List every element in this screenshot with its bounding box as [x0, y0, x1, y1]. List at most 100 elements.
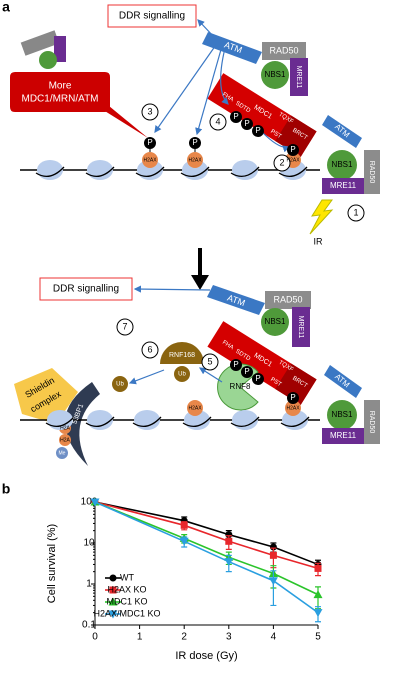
arrows [128, 285, 223, 385]
diagram-label: P [255, 374, 260, 383]
nucleosome [232, 410, 258, 430]
mre11 [290, 58, 308, 96]
step-circle [273, 154, 291, 172]
nucleosome [134, 410, 160, 430]
legend-marker [108, 610, 118, 619]
diagram-label: Me [59, 450, 66, 456]
nbs1 [327, 400, 357, 430]
point [313, 590, 323, 599]
ir-bolt [309, 199, 334, 235]
x-axis-label: IR dose (Gy) [175, 650, 237, 662]
nbs1 [327, 150, 357, 180]
step-circle [141, 103, 159, 121]
dna-wrap [85, 416, 115, 428]
dna-wrap [132, 416, 162, 428]
legend-label: MDC1 KO [106, 596, 147, 606]
series-line [94, 501, 319, 570]
diagram-label: MRE11 [295, 66, 302, 89]
error-bar [270, 570, 277, 607]
diagram-label: 7 [122, 321, 127, 331]
y-tick-label: 10 [83, 538, 95, 549]
diagram-label: FHA [221, 340, 234, 351]
diagram-label: P [244, 119, 249, 128]
legend-label: H2AX/MDC1 KO [93, 608, 160, 618]
legend-marker [109, 586, 117, 594]
h2ax [142, 152, 158, 168]
point [268, 577, 278, 586]
nucleosome [137, 160, 163, 180]
diagram-label: RAD50 [273, 294, 302, 304]
point [269, 543, 277, 551]
diagram-label: H2AX [188, 405, 202, 411]
panel-label: b [2, 481, 11, 497]
phospho [287, 144, 299, 156]
phospho [287, 392, 299, 404]
y-tick-label: 0.1 [82, 620, 96, 631]
icon [39, 51, 57, 69]
mre11 [322, 428, 364, 444]
diagram-label: 3 [147, 106, 152, 116]
phospho [241, 118, 253, 130]
diagram-label: 1 [353, 207, 358, 217]
diagram-label: H2AX [143, 157, 157, 163]
diagram-label: P [290, 393, 295, 402]
me [56, 447, 68, 459]
diagram-label: DDR signalling [53, 284, 119, 295]
step-circle [116, 318, 134, 336]
rad50 [265, 291, 311, 309]
nbs1 [261, 308, 289, 336]
dna-wrap [230, 416, 260, 428]
atm [324, 365, 362, 398]
shieldin [14, 368, 78, 424]
phospho [189, 137, 201, 149]
diagram-label: P [290, 145, 295, 154]
diagram-label: RNF8 [230, 382, 251, 391]
legend-marker [108, 597, 118, 606]
callout [10, 72, 110, 112]
point [179, 537, 189, 546]
callout-pointer [92, 92, 148, 138]
diagram-label: NBS1 [265, 317, 286, 326]
diagram-label: H2A [60, 437, 70, 443]
diagram-label: a [2, 0, 10, 15]
legend-label: WT [120, 572, 134, 582]
mre11 [322, 178, 364, 194]
diagram-label: NBS1 [265, 70, 286, 79]
point [225, 531, 233, 539]
step-circle [209, 113, 227, 131]
nucleosome [37, 160, 63, 180]
diagram-label: P [244, 367, 249, 376]
rad50 [262, 42, 306, 60]
ub [174, 366, 190, 382]
legend-marker [109, 574, 117, 582]
dna-wrap [280, 416, 310, 428]
x-tick-label: 5 [315, 632, 321, 643]
point [269, 551, 277, 559]
icon [20, 30, 60, 56]
diagram-label: PST [269, 129, 282, 140]
down-arrow-head [191, 275, 209, 290]
y-tick-label: 100 [81, 497, 98, 508]
rad50 [364, 150, 380, 194]
dna-wrap [180, 166, 210, 178]
diagram-label: Ub [178, 372, 186, 378]
phospho [252, 125, 264, 137]
diagram-label: IR [314, 236, 324, 246]
mdc1 [207, 321, 317, 405]
point [313, 609, 323, 618]
diagram-label: 4 [215, 116, 220, 126]
y-tick-label: 1 [86, 579, 92, 590]
mre11 [292, 307, 310, 347]
diagram-label: P [233, 360, 238, 369]
x-tick-label: 3 [226, 632, 232, 643]
arrows [154, 19, 291, 153]
ddr-box [39, 277, 133, 301]
nucleosome [87, 160, 113, 180]
rad50 [364, 400, 380, 444]
diagram-label: 6 [147, 344, 152, 354]
dna-wrap [85, 166, 115, 178]
point [224, 558, 234, 567]
diagram-label: RAD50 [368, 161, 375, 184]
